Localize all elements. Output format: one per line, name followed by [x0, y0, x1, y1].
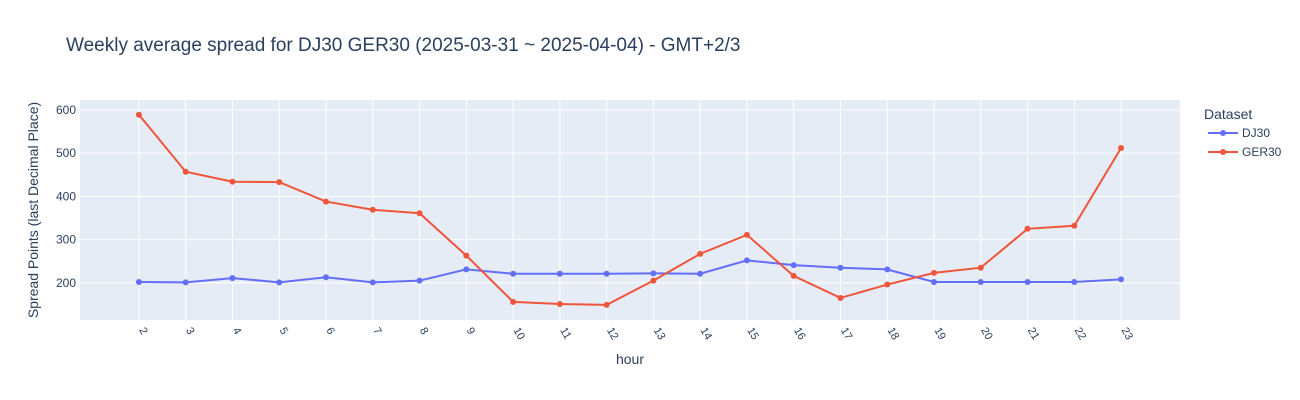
x-tick-label: 16 [791, 326, 808, 343]
data-point [603, 270, 610, 277]
data-point [743, 231, 750, 238]
data-point [276, 279, 283, 286]
chart-title: Weekly average spread for DJ30 GER30 (20… [66, 35, 741, 56]
data-point [743, 257, 750, 264]
data-point [229, 275, 236, 282]
data-point [229, 178, 236, 185]
data-point [650, 277, 657, 284]
data-point [135, 111, 142, 118]
x-tick-label: 17 [838, 326, 855, 343]
y-tick-label: 400 [56, 189, 76, 203]
series-line [138, 114, 1122, 306]
data-point [510, 298, 517, 305]
x-tick-label: 8 [417, 326, 430, 337]
data-point [1024, 278, 1031, 285]
series-line [138, 259, 1122, 284]
data-point [650, 270, 657, 277]
legend-label: GER30 [1242, 145, 1282, 159]
x-tick-label: 19 [931, 326, 948, 343]
data-point [463, 252, 470, 259]
y-tick-label: 600 [56, 103, 76, 117]
x-tick-label: 18 [885, 326, 902, 343]
x-tick-label: 7 [370, 326, 383, 337]
x-tick-label: 11 [557, 326, 573, 342]
y-tick-label: 200 [56, 276, 76, 290]
data-point [837, 294, 844, 301]
x-axis-title: hour [616, 351, 644, 367]
x-tick-label: 15 [744, 326, 761, 343]
data-point [276, 179, 283, 186]
data-point [977, 278, 984, 285]
data-point [884, 281, 891, 288]
x-tick-label: 10 [510, 326, 527, 343]
data-point [510, 270, 517, 277]
data-point [884, 266, 891, 273]
data-point [556, 301, 563, 308]
data-point [416, 277, 423, 284]
x-tick-label: 13 [651, 326, 668, 343]
data-point [1024, 225, 1031, 232]
legend-marker [1220, 130, 1226, 136]
data-point [603, 301, 610, 308]
data-point [790, 272, 797, 279]
data-point [1071, 222, 1078, 229]
legend-label: DJ30 [1242, 126, 1270, 140]
data-point [416, 210, 423, 217]
x-tick-label: 4 [230, 326, 243, 337]
plot-area [80, 100, 1180, 320]
data-point [1118, 276, 1125, 283]
legend-marker [1220, 149, 1226, 155]
x-tick-label: 20 [978, 326, 995, 343]
data-point [182, 168, 189, 175]
y-axis-title: Spread Points (last Decimal Place) [25, 102, 41, 318]
data-point [837, 264, 844, 271]
legend-title: Dataset [1204, 106, 1252, 122]
data-point [323, 198, 330, 205]
data-point [790, 262, 797, 269]
data-point [697, 250, 704, 257]
x-tick-label: 14 [698, 326, 715, 343]
data-point [463, 266, 470, 273]
data-point [930, 269, 937, 276]
x-tick-label: 22 [1072, 326, 1089, 343]
data-point [1118, 144, 1125, 151]
x-tick-label: 3 [183, 326, 196, 337]
x-tick-label: 5 [277, 326, 290, 337]
data-point [556, 270, 563, 277]
data-point [369, 206, 376, 213]
x-tick-label: 23 [1118, 326, 1135, 343]
data-point [323, 274, 330, 281]
x-tick-label: 12 [604, 326, 621, 343]
y-tick-label: 500 [56, 146, 76, 160]
data-point [1071, 278, 1078, 285]
x-tick-label: 6 [323, 326, 336, 337]
data-point [135, 278, 142, 285]
data-point [697, 270, 704, 277]
y-tick-label: 300 [56, 233, 76, 247]
data-point [977, 264, 984, 271]
data-point [930, 278, 937, 285]
data-point [369, 279, 376, 286]
x-tick-label: 9 [464, 326, 477, 337]
x-tick-label: 21 [1025, 326, 1042, 343]
data-point [182, 279, 189, 286]
x-tick-label: 2 [136, 326, 149, 337]
